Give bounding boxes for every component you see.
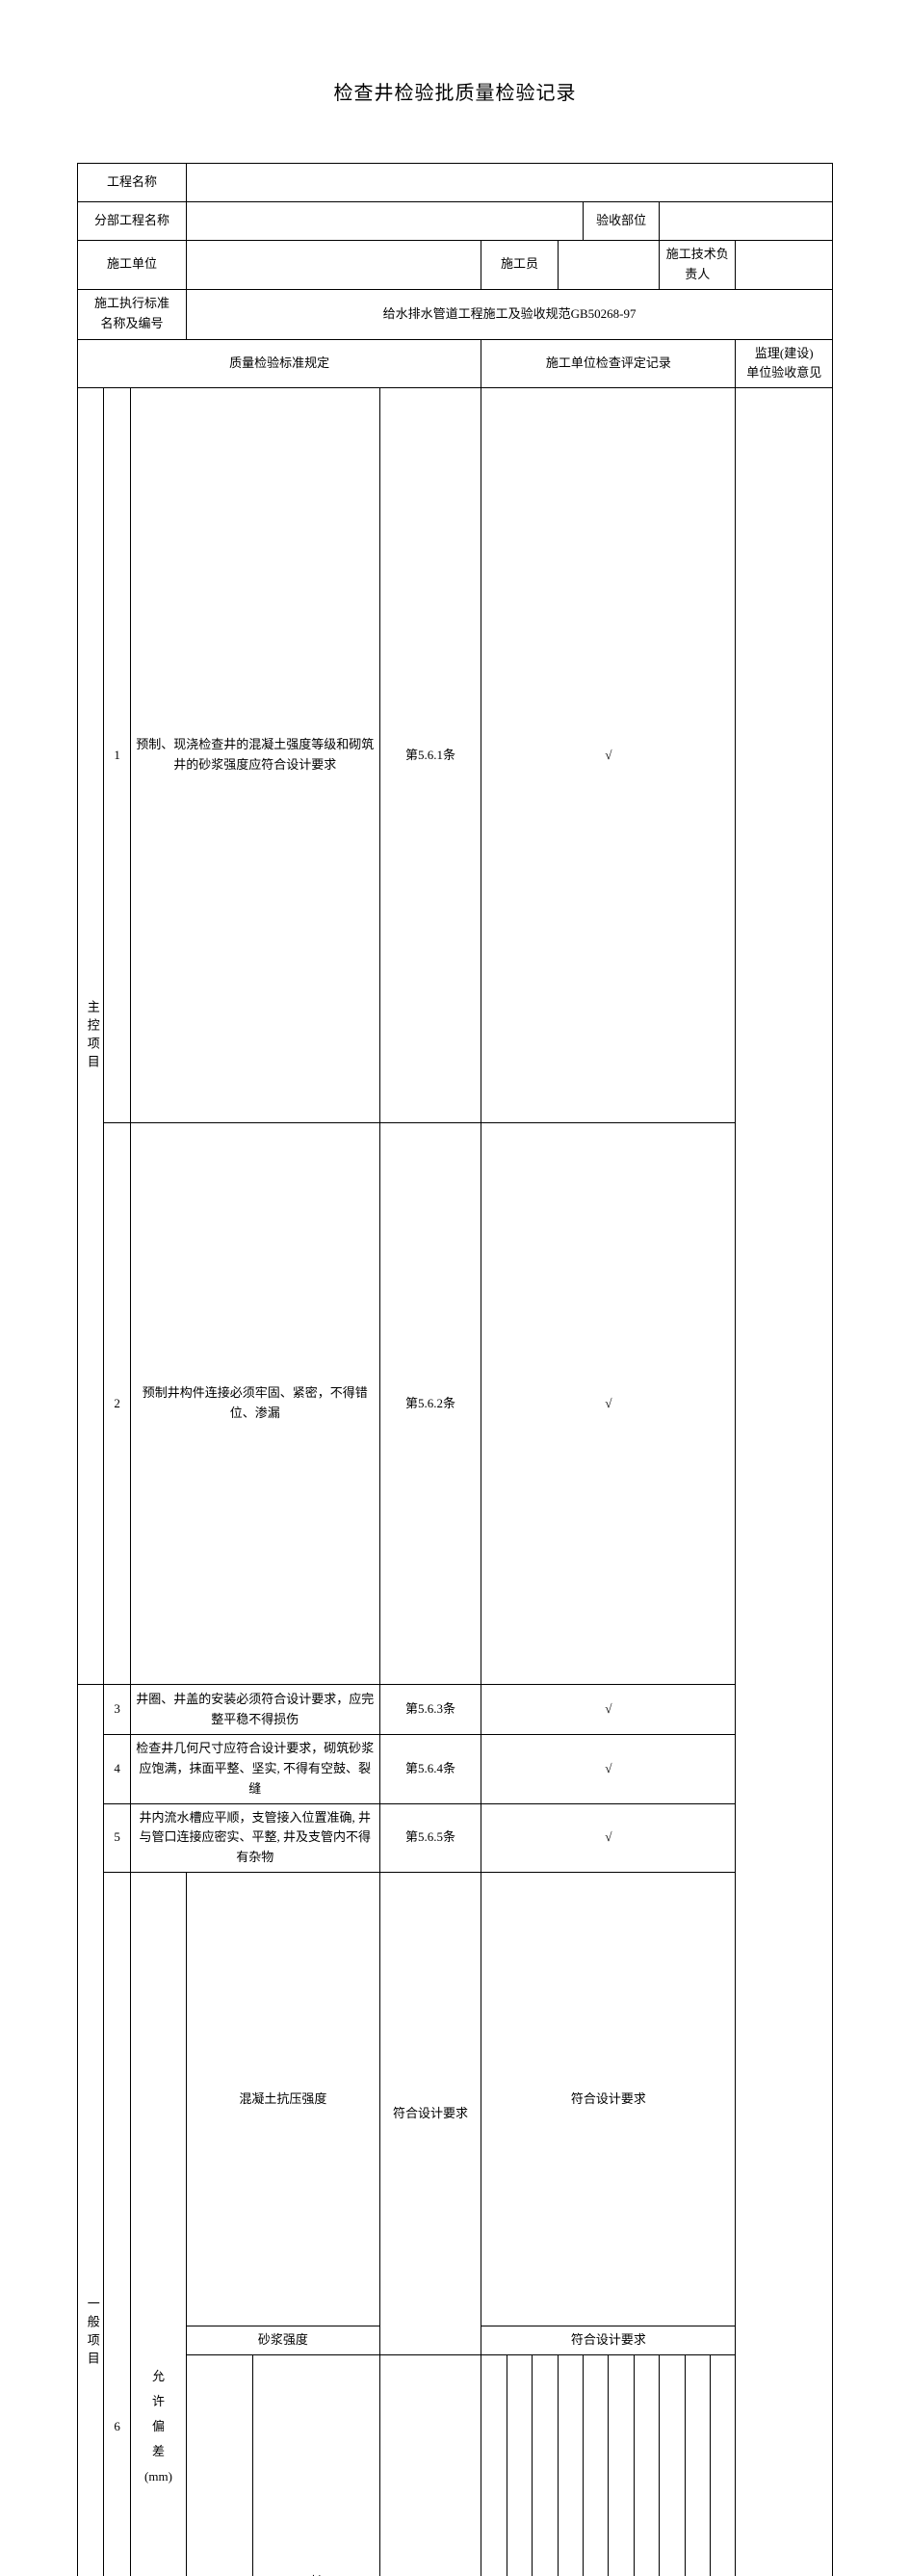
row-no-5: 5 bbox=[104, 1803, 130, 1872]
page-title: 检查井检验批质量检验记录 bbox=[77, 77, 833, 105]
c[interactable] bbox=[685, 2355, 710, 2576]
sub-mortar: 砂浆强度 bbox=[187, 2326, 380, 2355]
row-clause-5: 第5.6.5条 bbox=[379, 1803, 481, 1872]
label-construction-unit: 施工单位 bbox=[78, 241, 187, 290]
field-construction-unit[interactable] bbox=[187, 241, 481, 290]
supervisor-opinion-cell[interactable] bbox=[736, 388, 833, 2576]
c[interactable] bbox=[507, 2355, 532, 2576]
c[interactable] bbox=[634, 2355, 659, 2576]
sub-length: 长 bbox=[252, 2355, 379, 2576]
sub-concrete-req: 符合设计要求 bbox=[379, 1872, 481, 2354]
c[interactable] bbox=[533, 2355, 558, 2576]
row-clause-2: 第5.6.2条 bbox=[379, 1122, 481, 1684]
row-no-4: 4 bbox=[104, 1735, 130, 1803]
field-constructor[interactable] bbox=[558, 241, 660, 290]
label-project-name: 工程名称 bbox=[78, 164, 187, 202]
header-unit-check: 施工单位检查评定记录 bbox=[481, 339, 736, 388]
field-tech-leader[interactable] bbox=[736, 241, 833, 290]
row-desc-3: 井圈、井盖的安装必须符合设计要求，应完整平稳不得损伤 bbox=[130, 1685, 379, 1735]
c[interactable] bbox=[711, 2355, 736, 2576]
row-desc-5: 井内流水槽应平顺，支管接入位置准确, 井与管口连接应密实、平整, 井及支管内不得… bbox=[130, 1803, 379, 1872]
field-sub-project[interactable] bbox=[187, 202, 584, 241]
sub-concrete-rec[interactable]: 符合设计要求 bbox=[481, 1872, 736, 2326]
label-standard: 施工执行标准 名称及编号 bbox=[78, 289, 187, 339]
row-clause-4: 第5.6.4条 bbox=[379, 1735, 481, 1803]
header-supervisor: 监理(建设) 单位验收意见 bbox=[736, 339, 833, 388]
row-clause-3: 第5.6.3条 bbox=[379, 1685, 481, 1735]
row-no-2: 2 bbox=[104, 1122, 130, 1684]
field-standard: 给水排水管道工程施工及验收规范GB50268-97 bbox=[187, 289, 833, 339]
row-clause-1: 第5.6.1条 bbox=[379, 388, 481, 1123]
row-desc-2: 预制井构件连接必须牢固、紧密，不得错位、渗漏 bbox=[130, 1122, 379, 1684]
c[interactable] bbox=[660, 2355, 685, 2576]
row-no-3: 3 bbox=[104, 1685, 130, 1735]
section-main: 主控项目 bbox=[78, 388, 104, 1685]
row-record-5[interactable]: √ bbox=[481, 1803, 736, 1872]
c[interactable] bbox=[558, 2355, 583, 2576]
row-no-1: 1 bbox=[104, 388, 130, 1123]
label-accept-unit: 验收部位 bbox=[583, 202, 659, 241]
label-tech-leader: 施工技术负责人 bbox=[660, 241, 736, 290]
section-general: 一般项目 bbox=[78, 1685, 104, 2576]
c[interactable] bbox=[583, 2355, 608, 2576]
row-record-3[interactable]: √ bbox=[481, 1685, 736, 1735]
sub-length-req: ±20 bbox=[379, 2355, 481, 2576]
label-constructor: 施工员 bbox=[481, 241, 558, 290]
row-record-2[interactable]: √ bbox=[481, 1122, 736, 1684]
allow-dev-label: 允 许 偏 差 (mm) bbox=[130, 1872, 186, 2576]
c[interactable] bbox=[481, 2355, 507, 2576]
row-no-6: 6 bbox=[104, 1872, 130, 2576]
sub-mortar-rec[interactable]: 符合设计要求 bbox=[481, 2326, 736, 2355]
header-quality: 质量检验标准规定 bbox=[78, 339, 481, 388]
sub-body-dim-group: 井身内尺寸 bbox=[187, 2355, 253, 2576]
row-desc-1: 预制、现浇检查井的混凝土强度等级和砌筑井的砂浆强度应符合设计要求 bbox=[130, 388, 379, 1123]
c[interactable] bbox=[609, 2355, 634, 2576]
inspection-form-table: 工程名称 分部工程名称 验收部位 施工单位 施工员 施工技术负责人 施工执行标准… bbox=[77, 163, 833, 2576]
field-project-name[interactable] bbox=[187, 164, 833, 202]
field-accept-unit[interactable] bbox=[660, 202, 833, 241]
label-sub-project: 分部工程名称 bbox=[78, 202, 187, 241]
sub-concrete: 混凝土抗压强度 bbox=[187, 1872, 380, 2326]
row-desc-4: 检查井几何尺寸应符合设计要求，砌筑砂浆应饱满，抹面平整、坚实, 不得有空鼓、裂缝 bbox=[130, 1735, 379, 1803]
row-record-4[interactable]: √ bbox=[481, 1735, 736, 1803]
row-record-1[interactable]: √ bbox=[481, 388, 736, 1123]
